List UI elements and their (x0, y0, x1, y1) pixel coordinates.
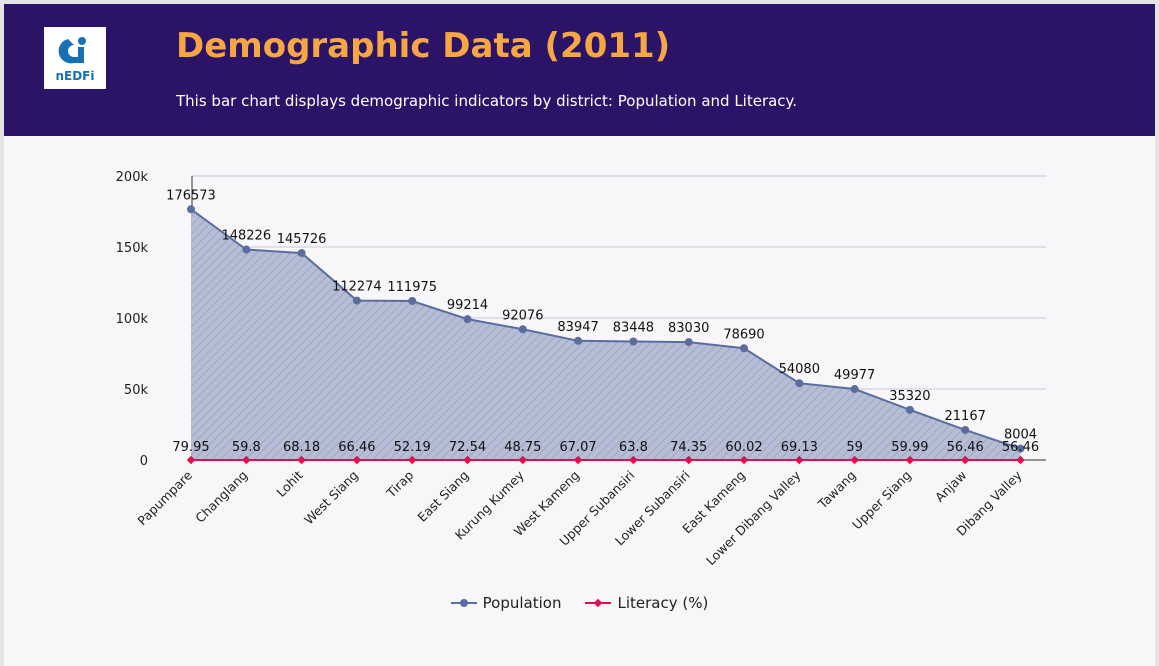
population-data-label: 111975 (387, 280, 437, 295)
population-data-label: 83448 (613, 321, 654, 336)
page: nEDFi Demographic Data (2011) This bar c… (4, 4, 1155, 666)
literacy-data-label: 59.99 (891, 440, 928, 455)
population-data-label: 112274 (332, 280, 382, 295)
legend-label: Population (482, 594, 562, 612)
nedfi-logo: nEDFi (44, 27, 106, 89)
y-tick-label: 150k (116, 241, 149, 256)
x-tick-label: Upper Siang (849, 468, 914, 533)
population-point (795, 379, 804, 388)
literacy-data-label: 79.95 (172, 440, 209, 455)
x-tick-label: Lohit (273, 467, 305, 499)
literacy-point (1016, 455, 1025, 465)
population-point (961, 425, 970, 434)
page-subtitle: This bar chart displays demographic indi… (176, 92, 798, 110)
population-point (518, 325, 527, 334)
y-tick-label: 50k (124, 383, 149, 398)
literacy-data-label: 56.46 (947, 440, 984, 455)
x-tick-label: Tawang (814, 468, 859, 513)
literacy-point (242, 455, 251, 465)
page-title: Demographic Data (2011) (176, 26, 671, 66)
literacy-point (960, 455, 970, 465)
population-point (684, 338, 693, 347)
y-tick-label: 100k (116, 312, 149, 327)
population-data-label: 92076 (502, 308, 543, 323)
literacy-data-label: 59 (846, 440, 863, 455)
literacy-point (407, 455, 417, 465)
x-tick-label: East Siang (414, 468, 471, 525)
literacy-data-label: 63.8 (619, 440, 648, 455)
population-line (190, 208, 1021, 450)
population-legend-icon (450, 599, 477, 607)
literacy-point (297, 455, 306, 465)
literacy-point (739, 455, 749, 465)
literacy-data-label: 60.02 (725, 440, 762, 455)
literacy-point (850, 455, 859, 465)
y-tick-label: 200k (116, 170, 149, 185)
literacy-point (684, 455, 693, 465)
x-tick-label: Papumpare (134, 467, 195, 528)
population-point (740, 344, 748, 353)
literacy-data-label: 69.13 (781, 440, 818, 455)
svg-text:nEDFi: nEDFi (55, 69, 94, 83)
x-tick-label: Lower Dibang Valley (703, 467, 804, 568)
population-point (187, 205, 195, 214)
literacy-data-label: 67.07 (559, 440, 596, 455)
population-point (850, 385, 859, 394)
legend-item-literacy[interactable]: Literacy (%) (585, 594, 708, 612)
y-tick-label: 0 (140, 454, 148, 469)
population-data-label: 176573 (166, 188, 216, 203)
literacy-data-label: 68.18 (283, 440, 320, 455)
x-tick-label: Tirap (383, 467, 417, 501)
literacy-data-label: 52.19 (394, 440, 431, 455)
population-point (574, 336, 583, 345)
literacy-point (186, 455, 196, 465)
literacy-point (573, 455, 583, 465)
legend: Population Literacy (%) (0, 594, 1159, 612)
population-data-label: 78690 (723, 327, 764, 342)
x-tick-label: Changlang (192, 468, 250, 526)
literacy-point (795, 455, 804, 465)
header: nEDFi Demographic Data (2011) This bar c… (4, 4, 1155, 136)
population-point (242, 245, 251, 254)
population-area (191, 209, 1021, 460)
literacy-data-label: 74.35 (670, 440, 707, 455)
population-point (352, 296, 361, 305)
literacy-data-label: 66.46 (338, 440, 375, 455)
population-data-label: 35320 (889, 389, 930, 404)
literacy-point (352, 455, 362, 465)
population-data-label: 99214 (447, 298, 488, 313)
population-data-label: 49977 (834, 368, 875, 383)
population-point (463, 315, 472, 324)
literacy-data-label: 48.75 (504, 440, 541, 455)
population-data-label: 83030 (668, 321, 709, 336)
population-data-label: 145726 (277, 232, 327, 247)
population-data-label: 54080 (779, 362, 820, 377)
population-point (297, 249, 306, 258)
literacy-point (905, 455, 915, 465)
population-data-label: 8004 (1004, 428, 1037, 443)
legend-label: Literacy (%) (617, 594, 709, 612)
literacy-data-label: 59.8 (232, 440, 261, 455)
population-data-label: 148226 (221, 229, 271, 244)
population-point (1016, 444, 1025, 453)
literacy-point (518, 455, 528, 465)
x-tick-label: Anjaw (932, 468, 969, 505)
legend-item-population[interactable]: Population (450, 594, 562, 612)
population-data-label: 21167 (945, 409, 986, 424)
population-data-label: 83947 (557, 320, 598, 335)
literacy-point (629, 455, 638, 465)
literacy-data-label: 56.46 (1002, 440, 1039, 455)
population-point (408, 296, 417, 305)
population-point (629, 337, 638, 346)
literacy-data-label: 72.54 (449, 440, 486, 455)
literacy-legend-icon (585, 598, 612, 608)
x-tick-label: West Siang (301, 468, 361, 528)
literacy-point (463, 455, 472, 465)
population-point (905, 405, 914, 414)
